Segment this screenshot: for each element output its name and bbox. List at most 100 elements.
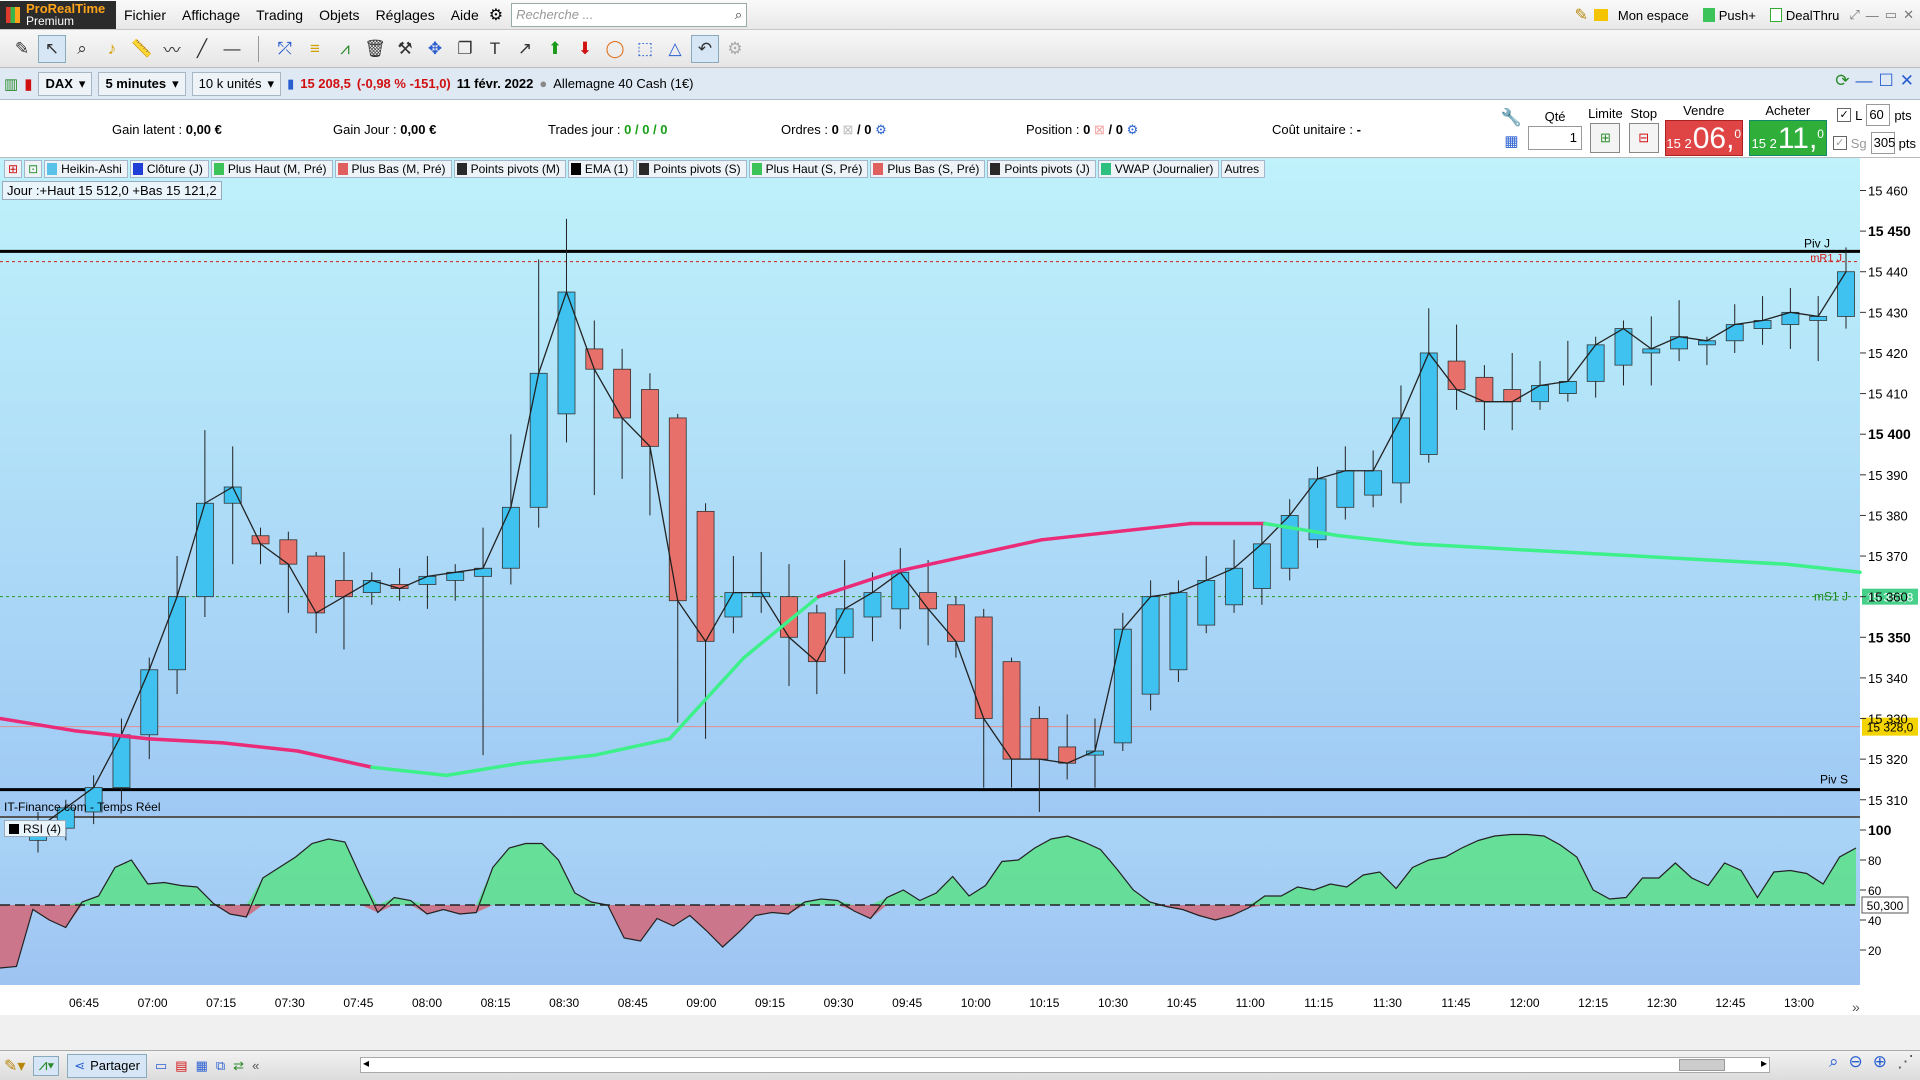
rsi-tag[interactable]: RSI (4) [4,820,67,837]
trendline-icon[interactable]: ✎▾ [4,1057,26,1075]
trendline-icon[interactable]: ✎ [1574,7,1588,24]
window-icon[interactable]: ⧉ [215,1057,226,1073]
stop-order-button[interactable]: ⊟ [1628,122,1659,153]
text-icon[interactable]: T [489,38,501,58]
wrench-icon[interactable]: 🔧 [1500,108,1523,127]
chart-type-icon[interactable]: ▥ [4,75,19,93]
time-axis[interactable] [0,985,1920,1015]
scroll-left-icon[interactable]: ◂ [363,1056,370,1070]
timeframe-select[interactable]: 5 minutes ▾ [98,71,186,96]
ruler-icon[interactable]: 📏 [131,38,153,58]
indicator-tab[interactable]: Points pivots (S) [636,160,747,178]
keypad-icon[interactable]: ▦ [1504,133,1519,150]
scrollbar-thumb[interactable] [1679,1059,1725,1071]
indicator-tab[interactable]: Heikin-Ashi [44,160,128,178]
channel-icon[interactable]: ≡ [310,38,320,58]
window-minimize-icon[interactable]: — [1855,71,1873,90]
limit-order-button[interactable]: ⊞ [1590,122,1621,153]
menu-reglages[interactable]: Réglages [375,6,435,23]
search-icon[interactable]: ⌕ [734,6,743,22]
horizontal-scrollbar[interactable]: ◂ ▸ [360,1056,1770,1073]
line-icon[interactable]: ╱ [196,38,208,58]
menu-affichage[interactable]: Affichage [182,6,241,23]
alert-icon[interactable] [1593,9,1608,21]
arrow-down-icon[interactable]: ⬇ [577,38,593,58]
arrow-icon[interactable]: ↗ [517,38,533,58]
info-icon[interactable]: ▮ [287,75,295,91]
indicator-tab[interactable]: Plus Haut (M, Pré) [210,160,333,178]
undo-icon[interactable]: ↶ [691,34,719,63]
price-axis[interactable] [1860,158,1920,985]
export-icon[interactable]: ⇄ [233,1057,245,1073]
gear-icon[interactable]: ⚙ [1126,122,1139,137]
quantity-input[interactable] [1528,125,1583,150]
menu-objets[interactable]: Objets [319,6,360,23]
mon-espace-button[interactable]: Mon espace [1617,7,1689,23]
list-icon[interactable]: ▤ [175,1057,188,1073]
limit-toggle[interactable]: ✓ L 60 pts [1837,104,1912,126]
chart-icon[interactable]: ⩘▾ [33,1055,60,1076]
menu-trading[interactable]: Trading [256,6,304,23]
settings-icon[interactable]: ⚙ [727,38,743,58]
stop-guarantee-toggle[interactable]: ✓ Sg 305 pts [1832,132,1916,154]
indicator-tab[interactable]: EMA (1) [567,160,635,178]
zoom-icon[interactable]: ⌕ [77,38,87,58]
resize-icon[interactable]: ⤢ [1849,7,1860,22]
zoom-out-icon[interactable]: ⊖ [1848,1052,1863,1071]
position[interactable]: Position : 0 ⊠ / 0 ⚙ [1026,122,1138,138]
fibonacci-icon[interactable]: ⤱ [278,38,292,58]
minimize-icon[interactable]: — [1865,7,1879,23]
sell-button[interactable]: 15 2 06, 0 [1664,119,1743,156]
indicator-tab[interactable]: Clôture (J) [129,160,209,178]
arrow-up-icon[interactable]: ⬆ [547,38,563,58]
ticker-select[interactable]: DAX ▾ [38,71,93,96]
zoom-in-icon[interactable]: ⊕ [1872,1052,1887,1071]
collapse-icon[interactable]: « [252,1058,260,1073]
alarm-icon[interactable]: ♪ [107,38,117,58]
sg-value-input[interactable]: 305 [1870,132,1895,154]
indicator-settings-button[interactable]: ⊡ [24,160,43,178]
zoom-fit-icon[interactable]: ⌕ [1828,1052,1839,1071]
candle-icon[interactable]: ▮ [24,75,33,93]
buy-button[interactable]: 15 2 11, 0 [1748,119,1827,156]
indicator-tab[interactable]: Points pivots (M) [453,160,566,178]
gear-icon[interactable]: ⚙ [875,122,887,137]
add-indicator-button[interactable]: ⊞ [4,160,23,178]
trash-icon[interactable]: 🗑 [364,38,386,58]
ordres[interactable]: Ordres : 0 ⊠ / 0 ⚙ [781,122,887,138]
cancel-icon[interactable]: ⊠ [842,122,854,137]
price-pane[interactable] [0,158,1860,816]
menu-fichier[interactable]: Fichier [124,6,167,23]
rectangle-icon[interactable]: ⬚ [636,38,654,58]
screen-icon[interactable]: ▭ [154,1057,168,1073]
push-button[interactable]: Push+ [1699,8,1760,23]
window-close-icon[interactable]: ✕ [1899,71,1914,90]
tools-icon[interactable]: ⚒ [397,38,413,58]
menu-aide[interactable]: Aide [450,6,479,23]
search-input[interactable]: Recherche ... ⌕ [511,2,748,27]
close-icon[interactable]: ✕ [1903,7,1914,22]
horizontal-line-icon[interactable]: — [223,38,241,58]
units-select[interactable]: 10 k unités ▾ [191,71,282,96]
scroll-right-arrow-icon[interactable]: ▸ [1760,1056,1767,1070]
refresh-icon[interactable]: ⟳ [1835,71,1850,90]
freehand-icon[interactable]: 〰 [163,41,181,60]
help-icon[interactable]: ⚙ [488,6,504,24]
price-chart[interactable]: Piv J mR1 J mS1 J 15 362,8 15 328,0 Piv S 100… [0,158,1920,1015]
indicator-tab[interactable]: VWAP (Journalier) [1097,160,1220,178]
cancel-icon[interactable]: ⊠ [1093,122,1105,137]
copy-icon[interactable]: ❐ [457,38,473,58]
indicator-tab[interactable]: Autres [1221,160,1266,178]
resize-grip-icon[interactable]: ⋰ [1897,1052,1914,1071]
indicator-tab[interactable]: Plus Bas (S, Pré) [870,160,986,178]
pane-divider[interactable] [0,816,1860,818]
pointer-icon[interactable]: ↖ [38,34,66,63]
table-icon[interactable]: ▦ [195,1057,208,1073]
indicator-tab[interactable]: Points pivots (J) [987,160,1096,178]
pencil-icon[interactable]: ✎ [14,38,30,58]
wave-icon[interactable]: ⩘ [340,38,350,58]
indicator-tab[interactable]: Plus Bas (M, Pré) [334,160,452,178]
triangle-icon[interactable]: △ [668,38,682,58]
ellipse-icon[interactable]: ◯ [605,38,625,58]
maximize-icon[interactable]: ▭ [1884,7,1898,22]
